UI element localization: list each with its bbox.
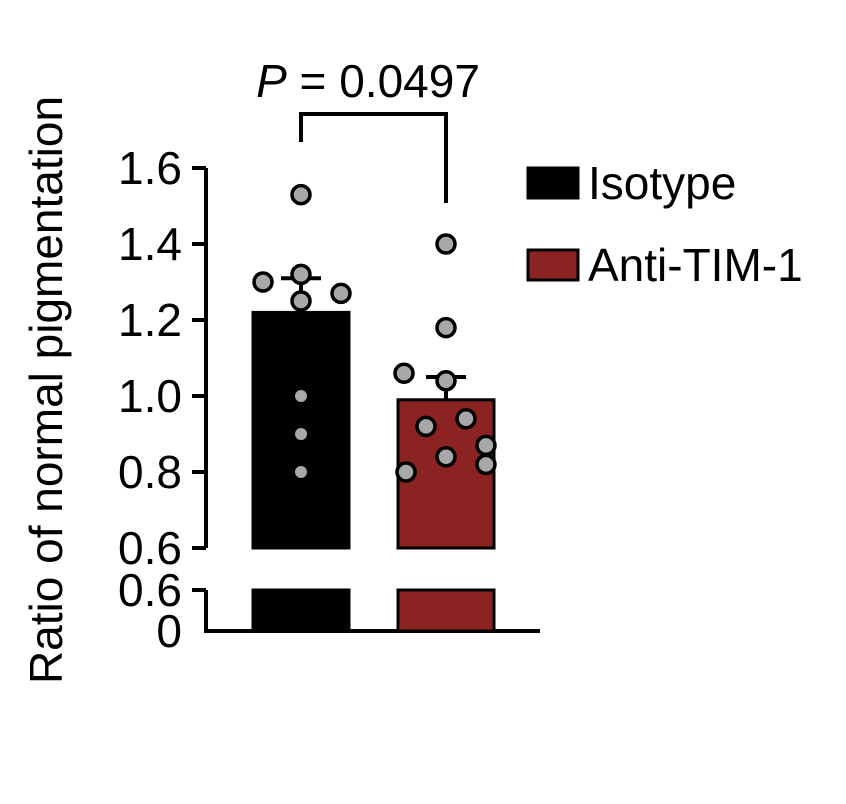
significance-bracket: [299, 112, 448, 203]
y-tick-label: 1.0: [118, 370, 182, 422]
legend-label: Isotype: [588, 157, 736, 209]
legend: Isotype Anti-TIM-1: [526, 157, 803, 291]
bar-lower-anti-tim-1: [396, 588, 496, 633]
data-point: [455, 408, 477, 430]
bars: [251, 310, 496, 633]
data-point: [295, 390, 307, 402]
y-tick-label: 1.6: [118, 142, 182, 194]
y-tick-label: 0.8: [118, 446, 182, 498]
y-tick-label: 1.2: [118, 294, 182, 346]
data-point: [395, 461, 417, 483]
data-point: [435, 233, 457, 255]
legend-swatch: [526, 248, 580, 282]
y-tick-label: 0: [156, 605, 182, 657]
p-symbol: P: [256, 55, 287, 107]
y-tick-label: 1.4: [118, 218, 182, 270]
data-point: [415, 415, 437, 438]
data-point: [393, 362, 415, 384]
p-value-text: = 0.0497: [287, 55, 480, 107]
data-point: [295, 466, 307, 478]
data-point: [290, 183, 312, 206]
data-point: [435, 446, 457, 468]
data-point: [475, 434, 497, 457]
significance-annotation: P = 0.0497: [256, 55, 480, 203]
p-value-label: P = 0.0497: [256, 55, 480, 107]
data-points: [252, 183, 497, 483]
legend-swatch: [526, 166, 580, 200]
y-axis-label: Ratio of normal pigmentation: [20, 96, 72, 684]
data-point: [475, 453, 497, 476]
y-tick-label: 0.6: [118, 564, 182, 616]
data-point: [330, 282, 352, 305]
data-point: [295, 428, 307, 440]
data-point: [290, 263, 312, 286]
legend-label: Anti-TIM-1: [588, 239, 803, 291]
data-point: [252, 271, 274, 293]
data-point: [290, 290, 312, 312]
bar-lower-isotype: [251, 588, 351, 633]
y-ticks: 0.60.81.01.21.41.600.6: [118, 142, 206, 657]
y-tick-label: 0.6: [118, 522, 182, 574]
data-point: [435, 370, 457, 392]
data-point: [435, 316, 457, 339]
